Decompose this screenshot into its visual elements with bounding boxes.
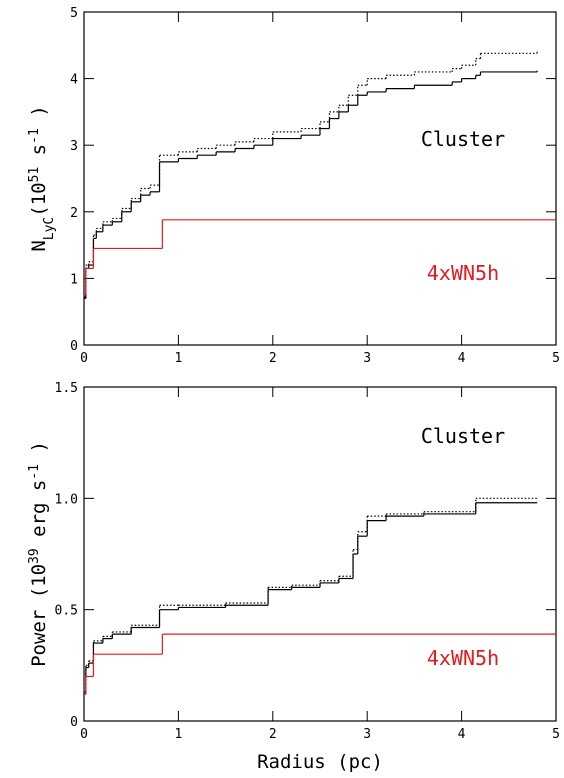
y-axis-label: Power (1039 erg s-1 ): [27, 441, 51, 667]
y-axis-label-part: s: [28, 144, 50, 167]
x-tick-label: 0: [80, 727, 88, 742]
x-tick-label: 4: [458, 727, 466, 742]
y-tick-label: 2: [70, 206, 78, 221]
y-axis-label-part: 39: [27, 548, 42, 564]
series-label: Cluster: [421, 127, 505, 151]
x-tick-label: 4: [458, 351, 466, 366]
y-tick-label: 1.0: [55, 492, 78, 507]
y-axis-label-part: ): [28, 105, 50, 128]
series-label: 4xWN5h: [427, 261, 499, 285]
y-tick-label: 3: [70, 139, 78, 154]
y-tick-label: 0.5: [55, 604, 78, 619]
y-axis-label: NLyC(1051 s-1 ): [27, 105, 57, 251]
x-tick-label: 2: [269, 727, 277, 742]
x-tick-label: 0: [80, 351, 88, 366]
plot-frame: [83, 11, 557, 346]
y-axis-label-part: ): [28, 441, 50, 464]
x-tick-label: 1: [174, 727, 182, 742]
x-tick-label: 5: [552, 727, 560, 742]
x-tick-label: 5: [552, 351, 560, 366]
x-tick-label: 2: [269, 351, 277, 366]
y-tick-label: 1.5: [55, 381, 78, 396]
y-axis-label-part: N: [28, 240, 50, 251]
x-tick-label: 3: [363, 351, 371, 366]
x-tick-label: 1: [174, 351, 182, 366]
y-tick-label: 1: [70, 272, 78, 287]
y-tick-label: 0: [70, 715, 78, 730]
x-tick-label: 3: [363, 727, 371, 742]
y-axis-label-part: (10: [28, 182, 50, 216]
y-axis-label-part: Power (10: [28, 564, 50, 667]
y-axis-label-part: -1: [27, 128, 42, 144]
series-label: 4xWN5h: [427, 646, 499, 670]
plot-frame: [83, 386, 557, 722]
series-label: Cluster: [421, 424, 505, 448]
y-axis-label-part: 51: [27, 167, 42, 183]
y-tick-label: 5: [70, 6, 78, 21]
y-axis-label-part: LyC: [42, 217, 57, 240]
x-axis-label: Radius (pc): [257, 751, 383, 773]
y-tick-label: 4: [70, 73, 78, 88]
y-axis-label-part: erg s: [28, 480, 50, 549]
y-tick-label: 0: [70, 339, 78, 354]
y-axis-label-part: -1: [27, 464, 42, 480]
